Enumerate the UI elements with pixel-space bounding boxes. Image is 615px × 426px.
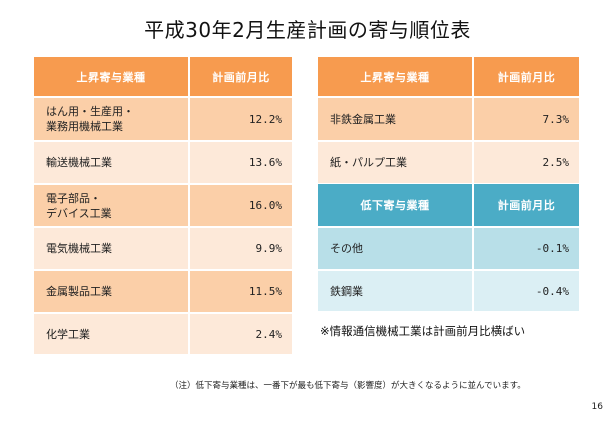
table-row: その他 -0.1% — [318, 227, 581, 271]
table-row: 化学工業 2.4% — [34, 313, 294, 356]
row-industry: 輸送機械工業 — [34, 141, 190, 185]
row-industry: はん用・生産用・ 業務用機械工業 — [34, 97, 190, 142]
row-ratio: -0.1% — [473, 227, 581, 271]
row-ratio: 9.9% — [189, 227, 294, 271]
right-decline-contribution-table: 低下寄与業種 計画前月比 その他 -0.1% 鉄鋼業 -0.4% — [318, 184, 581, 313]
row-ratio: 7.3% — [473, 97, 581, 142]
row-industry: 非鉄金属工業 — [318, 97, 474, 142]
left-header-ratio: 計画前月比 — [189, 57, 294, 98]
decline-header-industry: 低下寄与業種 — [318, 184, 474, 228]
right-rise-header-ratio: 計画前月比 — [473, 57, 581, 98]
row-ratio: 11.5% — [189, 270, 294, 314]
row-industry: 紙・パルプ工業 — [318, 141, 474, 185]
page-title: 平成30年2月生産計画の寄与順位表 — [144, 18, 471, 42]
table-row: 鉄鋼業 -0.4% — [318, 270, 581, 313]
row-ratio: 2.5% — [473, 141, 581, 185]
row-ratio: -0.4% — [473, 270, 581, 313]
row-ratio: 2.4% — [189, 313, 294, 356]
decline-header-ratio: 計画前月比 — [473, 184, 581, 228]
table-row: 電気機械工業 9.9% — [34, 227, 294, 271]
row-ratio: 13.6% — [189, 141, 294, 185]
row-industry: その他 — [318, 227, 474, 271]
page-number: 16 — [591, 402, 603, 412]
row-industry: 化学工業 — [34, 313, 190, 356]
table-row: 紙・パルプ工業 2.5% — [318, 141, 581, 185]
table-row: 電子部品・ デバイス工業 16.0% — [34, 184, 294, 228]
table-row: 非鉄金属工業 7.3% — [318, 97, 581, 142]
table-row: 輸送機械工業 13.6% — [34, 141, 294, 185]
row-industry: 鉄鋼業 — [318, 270, 474, 313]
table-row: はん用・生産用・ 業務用機械工業 12.2% — [34, 97, 294, 142]
left-rise-contribution-table: 上昇寄与業種 計画前月比 はん用・生産用・ 業務用機械工業 12.2% 輸送機械… — [34, 57, 294, 356]
row-industry: 金属製品工業 — [34, 270, 190, 314]
footnote: （注）低下寄与業種は、一番下が最も低下寄与（影響度）が大きくなるように並んでいま… — [170, 381, 526, 391]
right-rise-contribution-table: 上昇寄与業種 計画前月比 非鉄金属工業 7.3% 紙・パルプ工業 2.5% — [318, 57, 581, 185]
table-row: 金属製品工業 11.5% — [34, 270, 294, 314]
row-ratio: 12.2% — [189, 97, 294, 142]
row-industry: 電子部品・ デバイス工業 — [34, 184, 190, 228]
row-industry: 電気機械工業 — [34, 227, 190, 271]
right-rise-header-industry: 上昇寄与業種 — [318, 57, 474, 98]
row-ratio: 16.0% — [189, 184, 294, 228]
left-header-industry: 上昇寄与業種 — [34, 57, 190, 98]
flat-industry-note: ※情報通信機械工業は計画前月比横ばい — [320, 324, 526, 338]
